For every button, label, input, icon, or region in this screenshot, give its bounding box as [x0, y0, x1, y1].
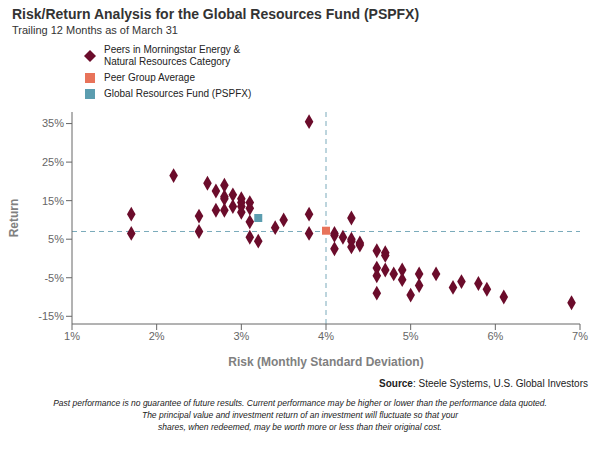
- html-text:Peer Group Average: Peer Group Average: [104, 72, 195, 83]
- html-text:Risk/Return Analysis for the G: Risk/Return Analysis for the Global Reso…: [12, 6, 420, 22]
- html-text:Past performance is no guarant: Past performance is no guarantee of futu…: [53, 398, 547, 408]
- svg-text:4%: 4%: [318, 330, 334, 342]
- svg-text:Risk (Monthly Standard Deviati: Risk (Monthly Standard Deviation): [228, 355, 423, 369]
- svg-text:5%: 5%: [48, 233, 64, 245]
- svg-text:25%: 25%: [42, 156, 64, 168]
- svg-text:15%: 15%: [42, 195, 64, 207]
- svg-text:7%: 7%: [572, 330, 588, 342]
- svg-text:Return: Return: [7, 199, 21, 238]
- svg-text:3%: 3%: [233, 330, 249, 342]
- svg-text:5%: 5%: [403, 330, 419, 342]
- svg-text:6%: 6%: [487, 330, 503, 342]
- svg-text:-5%: -5%: [44, 272, 64, 284]
- svg-text:2%: 2%: [149, 330, 165, 342]
- html-text:Global Resources Fund (PSPFX): Global Resources Fund (PSPFX): [104, 88, 252, 99]
- html-text:shares, when redeemed, may be: shares, when redeemed, may be worth more…: [158, 422, 442, 432]
- html-text:The principal value and invest: The principal value and investment retur…: [142, 410, 458, 420]
- svg-text:35%: 35%: [42, 117, 64, 129]
- html-text:Trailing 12 Months as of March: Trailing 12 Months as of March 31: [12, 24, 178, 36]
- html-text:Source: Steele Systems, U.S. G: Source: Steele Systems, U.S. Global Inve…: [379, 378, 588, 389]
- svg-text:1%: 1%: [64, 330, 80, 342]
- svg-text:-15%: -15%: [38, 310, 64, 322]
- html-text:Peers in Morningstar Energy &: Peers in Morningstar Energy & Natural Re…: [104, 44, 241, 67]
